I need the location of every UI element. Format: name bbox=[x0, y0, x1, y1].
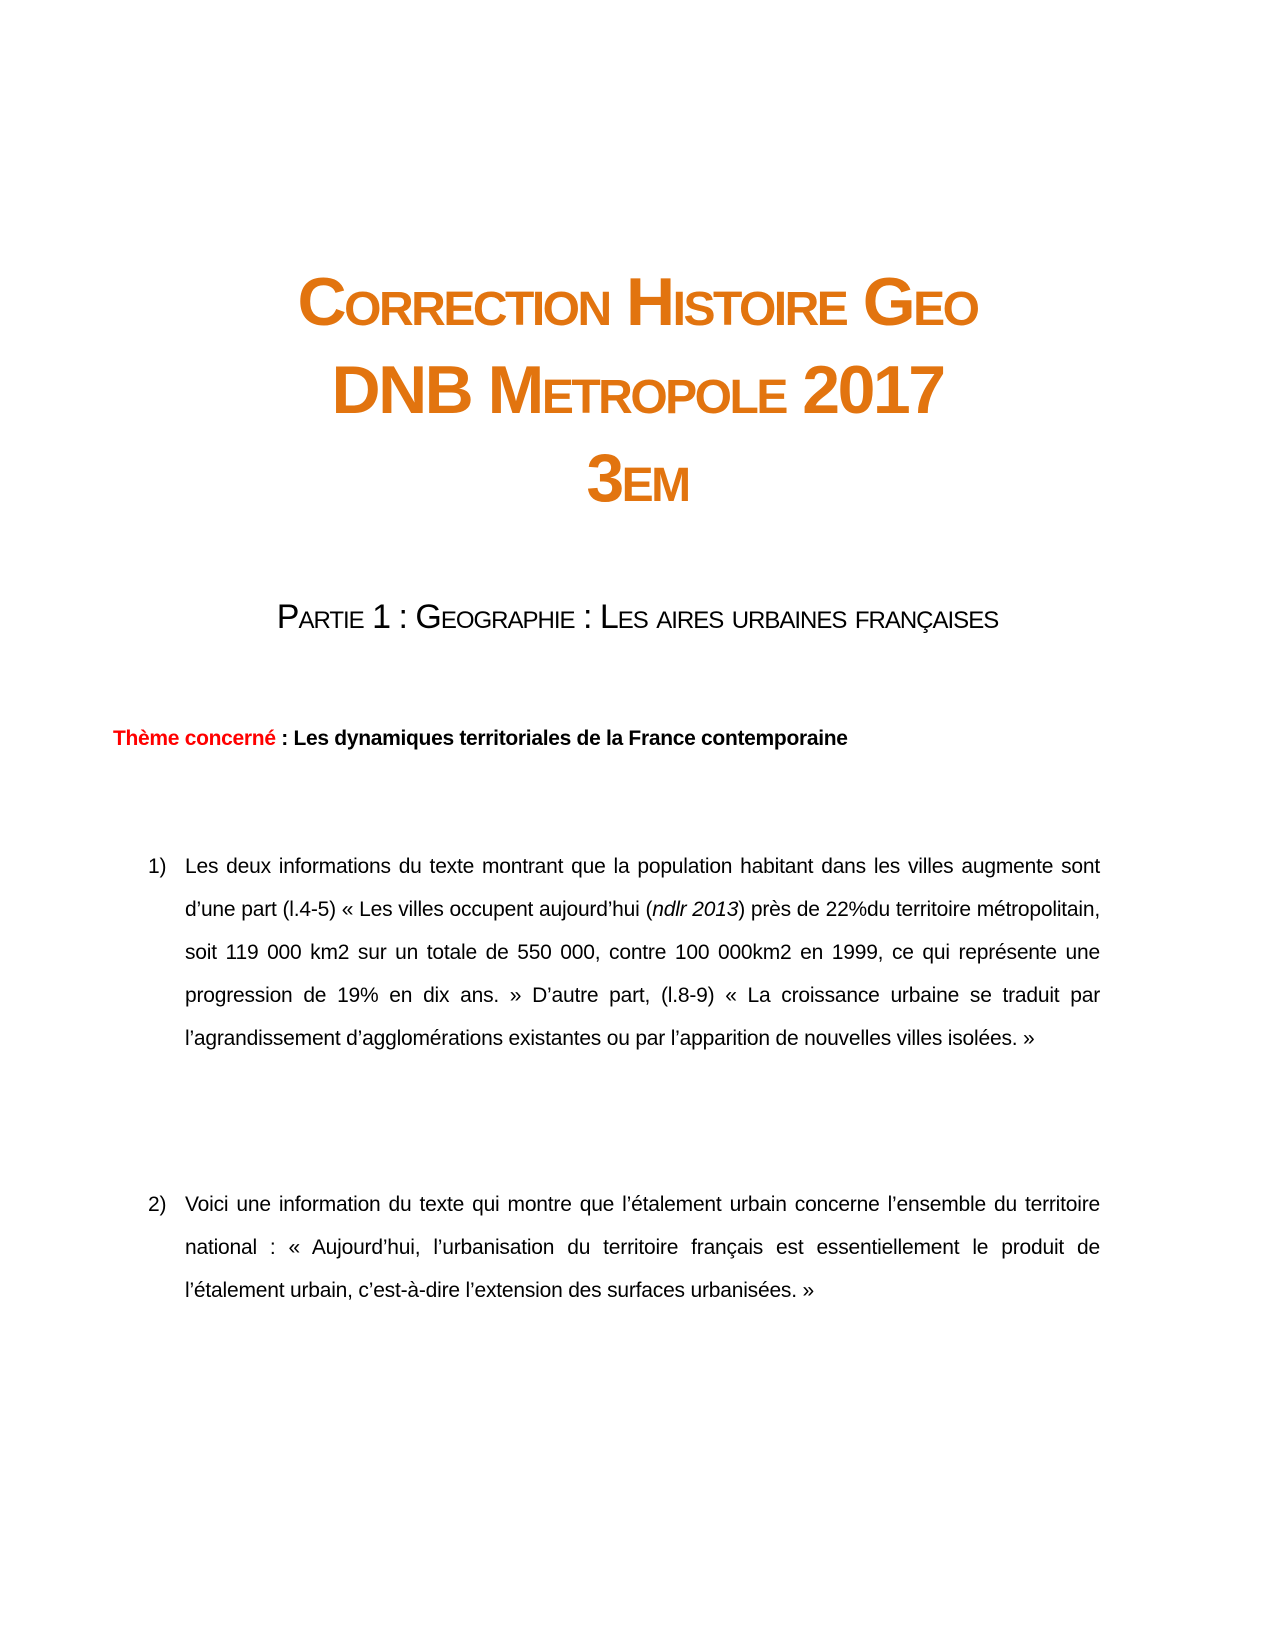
title-line: 3em bbox=[586, 440, 691, 516]
question-number: 1) bbox=[148, 855, 167, 878]
theme-label: Thème concerné bbox=[113, 727, 276, 750]
question-text: ) près de 22%du territoire métropolitain… bbox=[185, 898, 1100, 1050]
theme-line: Thème concerné : Les dynamiques territor… bbox=[113, 727, 848, 751]
question-text-italic: ndlr 2013 bbox=[652, 898, 739, 921]
section-heading: Partie 1 : Geographie : Les aires urbain… bbox=[276, 598, 999, 636]
theme-separator: : bbox=[275, 727, 294, 750]
question-text: Les deux informations du texte montrant … bbox=[185, 855, 1100, 921]
question-number: 2) bbox=[148, 1193, 167, 1216]
question-2: 2) Voici une information du texte qui mo… bbox=[148, 1183, 1100, 1312]
document-title: Correction Histoire Geo DNB Metropole 20… bbox=[0, 258, 1275, 522]
title-line: Correction Histoire Geo bbox=[297, 264, 980, 340]
question-text: Voici une information du texte qui montr… bbox=[185, 1193, 1100, 1302]
title-line: DNB Metropole 2017 bbox=[331, 352, 946, 428]
theme-value: Les dynamiques territoriales de la Franc… bbox=[293, 727, 848, 750]
question-1: 1) Les deux informations du texte montra… bbox=[148, 845, 1100, 1060]
